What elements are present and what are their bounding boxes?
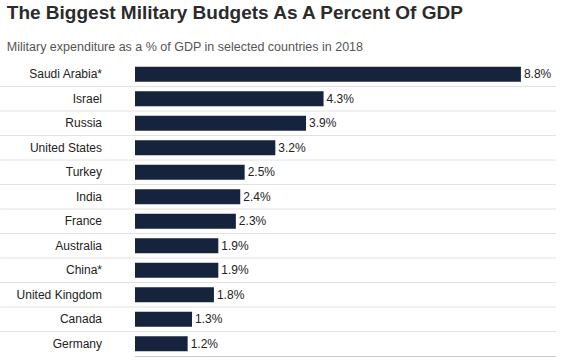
svg-text:3.9%: 3.9% (309, 116, 337, 130)
svg-text:The Biggest Military Budgets A: The Biggest Military Budgets As A Percen… (7, 2, 463, 23)
svg-text:China*: China* (66, 263, 102, 277)
svg-text:United Kingdom: United Kingdom (17, 288, 102, 302)
svg-text:4.3%: 4.3% (327, 92, 355, 106)
svg-text:Military expenditure as a % of: Military expenditure as a % of GDP in se… (7, 40, 363, 54)
svg-text:1.3%: 1.3% (195, 312, 223, 326)
svg-text:2.4%: 2.4% (243, 190, 271, 204)
svg-text:2.5%: 2.5% (248, 165, 276, 179)
svg-text:8.8%: 8.8% (524, 67, 552, 81)
svg-text:Russia: Russia (65, 116, 102, 130)
svg-text:Saudi Arabia*: Saudi Arabia* (29, 67, 102, 81)
svg-text:3.2%: 3.2% (278, 141, 306, 155)
svg-text:1.9%: 1.9% (221, 239, 249, 253)
svg-text:India: India (76, 190, 102, 204)
svg-text:1.8%: 1.8% (217, 288, 245, 302)
svg-text:France: France (65, 214, 103, 228)
svg-text:1.9%: 1.9% (221, 263, 249, 277)
svg-text:Israel: Israel (73, 92, 102, 106)
svg-text:2.3%: 2.3% (239, 214, 267, 228)
svg-text:Turkey: Turkey (66, 165, 102, 179)
svg-text:1.2%: 1.2% (191, 337, 219, 351)
svg-text:Canada: Canada (60, 312, 102, 326)
svg-text:United States: United States (30, 141, 102, 155)
svg-text:Germany: Germany (53, 337, 102, 351)
svg-text:Australia: Australia (55, 239, 102, 253)
